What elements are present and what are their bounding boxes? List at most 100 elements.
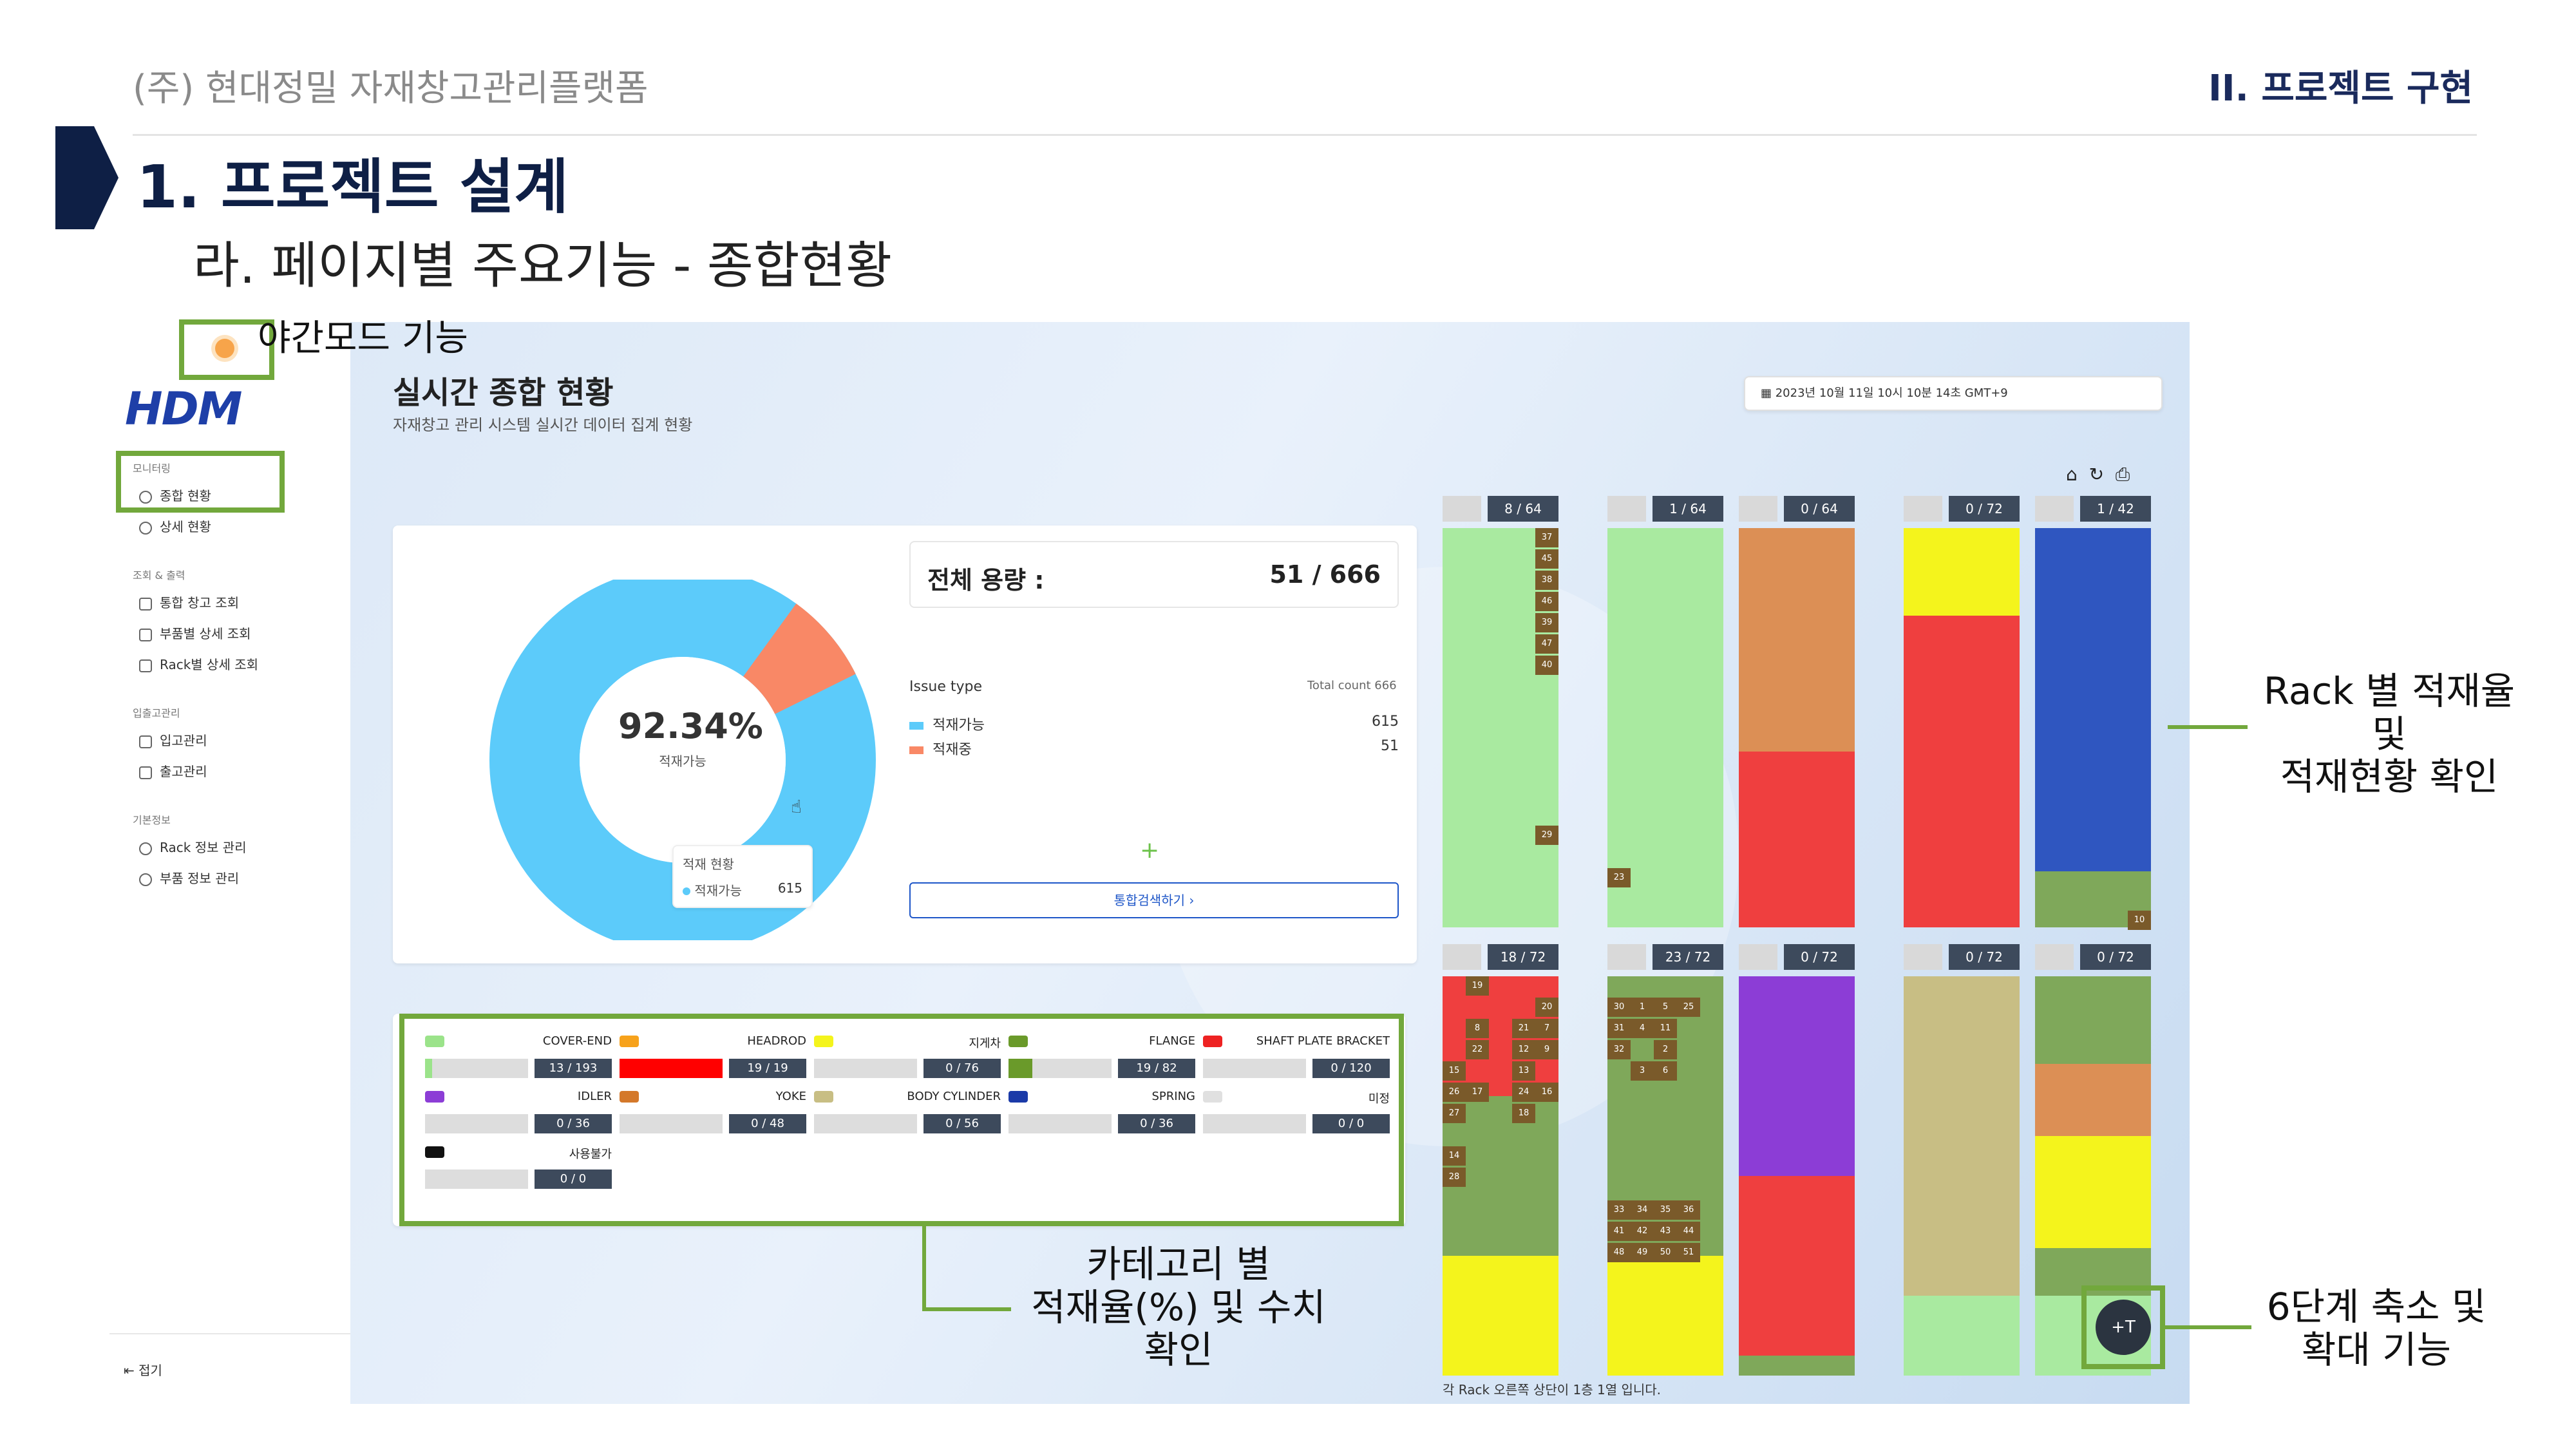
rack-cell[interactable]: 21 [1512, 1019, 1535, 1038]
rack-cell[interactable]: 22 [1466, 1040, 1489, 1059]
rack-count: 0 / 72 [1784, 944, 1855, 970]
sidebar-item[interactable]: 출고관리 [139, 761, 207, 780]
rack-cell[interactable]: 13 [1512, 1061, 1535, 1081]
sidebar-item[interactable]: 종합 현황 [139, 486, 211, 504]
title-marker [55, 126, 94, 229]
doc-icon [139, 628, 152, 641]
rack-cell[interactable]: 9 [1535, 1040, 1558, 1059]
rack-cell[interactable]: 31 [1607, 1019, 1631, 1038]
rack-cell[interactable]: 12 [1512, 1040, 1535, 1059]
rack-cell[interactable]: 42 [1631, 1222, 1654, 1241]
rack-cell[interactable]: 38 [1535, 571, 1558, 590]
rack-cell[interactable]: 49 [1631, 1243, 1654, 1262]
rack-cell[interactable]: 29 [1535, 826, 1558, 845]
rack-cell[interactable]: 8 [1466, 1019, 1489, 1038]
category-swatch [425, 1146, 444, 1158]
rack-cell[interactable]: 18 [1512, 1104, 1535, 1123]
rack-cell[interactable]: 39 [1535, 613, 1558, 632]
rack-body[interactable]: 19 20 8 21 7 22 12 9 15 13 26 17 24 16 27 18 14 28 [1443, 976, 1558, 1376]
rack-cell[interactable]: 36 [1677, 1200, 1700, 1220]
sidebar-item[interactable]: 상세 현황 [139, 516, 211, 535]
rack-cell[interactable]: 11 [1654, 1019, 1677, 1038]
nav-group-header: 입출고관리 [133, 707, 180, 719]
sidebar-item[interactable]: 부품별 상세 조회 [139, 623, 251, 642]
sidebar-item[interactable]: Rack별 상세 조회 [139, 654, 258, 673]
rack-cell[interactable]: 27 [1443, 1104, 1466, 1123]
rack-cell[interactable]: 7 [1535, 1019, 1558, 1038]
sidebar-item-label: 통합 창고 조회 [160, 595, 240, 611]
night-mode-annotation: 야간모드 기능 [258, 317, 468, 359]
rack-cell[interactable]: 23 [1607, 868, 1631, 887]
sidebar-item[interactable]: 부품 정보 관리 [139, 868, 239, 887]
rack-cell[interactable]: 32 [1607, 1040, 1631, 1059]
rack-cell[interactable]: 15 [1443, 1061, 1466, 1081]
rack-area: 8 / 64 37 45 38 46 39 47 40 29 1 / 64 23 0 / 64 0 / … [1443, 496, 2177, 1376]
rack-cell[interactable]: 41 [1607, 1222, 1631, 1241]
sidebar-item[interactable]: 통합 창고 조회 [139, 592, 239, 611]
rack-cell[interactable]: 34 [1631, 1200, 1654, 1220]
category-item: 지게차 0 / 76 [814, 1033, 1001, 1084]
donut-chart[interactable] [489, 580, 876, 940]
sun-icon[interactable] [215, 339, 234, 358]
sidebar-item[interactable]: 입고관리 [139, 730, 207, 749]
add-icon[interactable]: + [1140, 837, 1160, 864]
total-count: Total count 666 [1307, 679, 1397, 692]
collapse-button[interactable]: ⇤ 접기 [124, 1363, 162, 1378]
rack-segment [1739, 1356, 1855, 1376]
rack-cell[interactable]: 10 [2128, 911, 2151, 930]
rack-cell[interactable]: 6 [1654, 1061, 1677, 1081]
rack-body[interactable] [1739, 528, 1855, 927]
rack-body[interactable]: 37 45 38 46 39 47 40 29 [1443, 528, 1558, 927]
capacity-box: 전체 용량 : 51 / 666 [909, 541, 1399, 608]
sidebar-item[interactable]: Rack 정보 관리 [139, 837, 247, 856]
cursor-icon: ☝ [791, 796, 802, 817]
refresh-icon[interactable]: ↻ [2088, 464, 2105, 485]
rack-cell[interactable]: 30 [1607, 998, 1631, 1017]
datetime-box[interactable]: ▦ 2023년 10월 11일 10시 10분 14초 GMT+9 [1744, 376, 2163, 411]
home-icon[interactable]: ⌂ [2066, 464, 2078, 485]
integrated-search-button[interactable]: 통합검색하기 › [909, 882, 1399, 918]
rack-body[interactable] [1904, 528, 2020, 927]
donut-percent: 92.34% [618, 706, 763, 746]
rack-body[interactable] [1739, 976, 1855, 1376]
rack-cell[interactable]: 50 [1654, 1243, 1677, 1262]
category-item: HEADROD 19 / 19 [620, 1033, 806, 1084]
rack-cell[interactable]: 45 [1535, 549, 1558, 569]
rack-cell[interactable]: 47 [1535, 634, 1558, 654]
print-icon[interactable]: ⎙ [2115, 464, 2130, 485]
hdm-logo[interactable]: HDM [125, 383, 242, 435]
rack-cell[interactable]: 26 [1443, 1083, 1466, 1102]
rack-cell[interactable]: 44 [1677, 1222, 1700, 1241]
rack-cell[interactable]: 24 [1512, 1083, 1535, 1102]
rack-cell[interactable]: 48 [1607, 1243, 1631, 1262]
category-value: 13 / 193 [535, 1059, 612, 1078]
sidebar-divider [109, 1333, 350, 1334]
rack-cell[interactable]: 16 [1535, 1083, 1558, 1102]
rack-cell[interactable]: 14 [1443, 1146, 1466, 1166]
rack-body[interactable]: 10 [2035, 528, 2151, 930]
zoom-button[interactable]: +T [2096, 1300, 2151, 1355]
rack-cell[interactable]: 19 [1466, 976, 1489, 996]
rack-cell[interactable]: 28 [1443, 1168, 1466, 1187]
rack-cell[interactable]: 33 [1607, 1200, 1631, 1220]
rack-annotation: Rack 별 적재율 및 적재현황 확인 [2263, 669, 2515, 799]
rack-cell[interactable]: 3 [1631, 1061, 1654, 1081]
rack-cell[interactable]: 1 [1631, 998, 1654, 1017]
category-item: YOKE 0 / 48 [620, 1088, 806, 1140]
rack-body[interactable] [1904, 976, 2020, 1376]
rack-cell[interactable]: 43 [1654, 1222, 1677, 1241]
rack-cell[interactable]: 20 [1535, 998, 1558, 1017]
rack-cell[interactable]: 25 [1677, 998, 1700, 1017]
rack-cell[interactable]: 40 [1535, 656, 1558, 675]
rack-cell[interactable]: 46 [1535, 592, 1558, 611]
category-bar [620, 1059, 723, 1078]
rack-body[interactable]: 30 1 5 25 31 4 11 32 2 3 6 33 34 35 36 41 42 43 44 48 49 50 51 [1607, 976, 1723, 1376]
rack-cell[interactable]: 37 [1535, 528, 1558, 547]
rack-cell[interactable]: 2 [1654, 1040, 1677, 1059]
rack-body[interactable]: 23 [1607, 528, 1723, 927]
rack-cell[interactable]: 17 [1466, 1083, 1489, 1102]
rack-cell[interactable]: 5 [1654, 998, 1677, 1017]
rack-cell[interactable]: 51 [1677, 1243, 1700, 1262]
rack-cell[interactable]: 4 [1631, 1019, 1654, 1038]
rack-cell[interactable]: 35 [1654, 1200, 1677, 1220]
